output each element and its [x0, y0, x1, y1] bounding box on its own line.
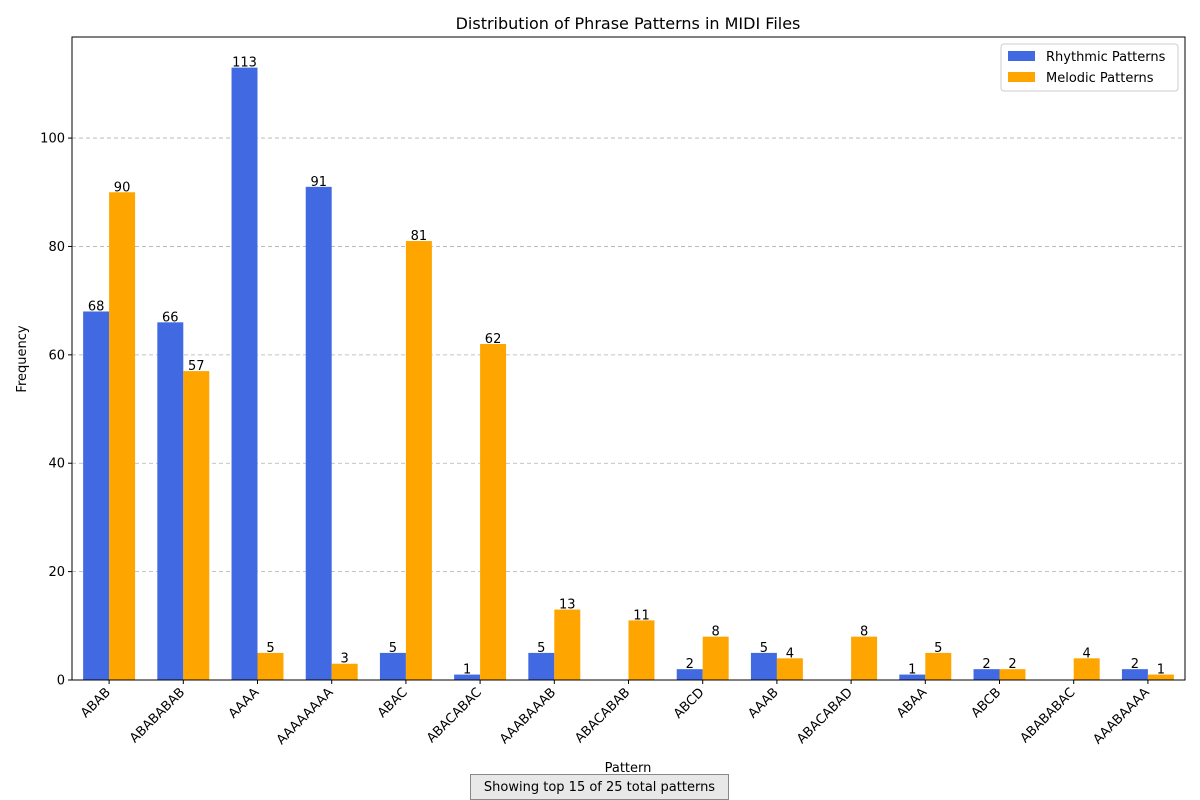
- bar-rhythmic: [973, 669, 1000, 680]
- x-tick-label: ABAA: [894, 685, 930, 721]
- data-label: 2: [982, 657, 990, 672]
- bar-melodic: [405, 241, 432, 680]
- x-axis: ABAB ABABABAB AAAA AAAAAAAA ABAC ABACABAC AAAB…: [78, 680, 1153, 748]
- bar-rhythmic: [750, 652, 777, 680]
- chart-title: Distribution of Phrase Patterns in MIDI …: [456, 14, 801, 33]
- legend-box: [1000, 43, 1179, 92]
- x-tick-label: AAABAAAA: [1091, 685, 1153, 747]
- x-axis-label: Pattern: [605, 761, 652, 776]
- bar-melodic: [628, 620, 655, 680]
- x-tick-label: ABABABAB: [127, 685, 188, 746]
- bar-melodic: [331, 663, 358, 680]
- bar-melodic: [480, 344, 507, 680]
- x-tick-label: AAAA: [226, 685, 263, 722]
- bar-rhythmic: [231, 67, 258, 681]
- y-axis: 0 20 40 60 80 100: [40, 132, 72, 689]
- data-label: 5: [537, 641, 545, 656]
- legend-label: Melodic Patterns: [1046, 71, 1154, 86]
- y-tick-label: 0: [57, 674, 65, 689]
- bar-melodic: [776, 658, 803, 680]
- y-axis-label: Frequency: [15, 325, 30, 392]
- data-label: 1: [1157, 663, 1165, 678]
- data-label: 13: [559, 598, 576, 613]
- bar-rhythmic: [305, 186, 332, 680]
- data-label: 91: [310, 175, 327, 190]
- bar-rhythmic: [1121, 669, 1148, 680]
- bar-melodic: [1073, 658, 1100, 680]
- x-tick-label: ABACABAD: [794, 685, 856, 747]
- bar-rhythmic: [83, 311, 110, 680]
- data-label: 8: [860, 625, 868, 640]
- legend: Rhythmic Patterns Melodic Patterns: [1000, 43, 1179, 92]
- bar-melodic: [257, 652, 284, 680]
- data-label: 11: [633, 608, 650, 623]
- x-tick-label: ABCB: [969, 685, 1005, 721]
- bar-melodic: [554, 609, 581, 680]
- data-label: 2: [1008, 657, 1016, 672]
- y-tick-label: 100: [40, 132, 65, 147]
- bar-rhythmic: [899, 674, 926, 680]
- data-label: 62: [485, 332, 502, 347]
- legend-swatch: [1008, 51, 1035, 61]
- data-label: 66: [162, 310, 179, 325]
- data-label: 3: [341, 652, 349, 667]
- bar-melodic: [1147, 674, 1174, 680]
- y-tick-label: 40: [48, 457, 65, 472]
- x-tick-label: AAAAAAAA: [274, 685, 337, 748]
- x-tick-label: ABABABAC: [1018, 685, 1079, 746]
- bar-melodic: [109, 192, 136, 681]
- legend-label: Rhythmic Patterns: [1046, 50, 1166, 65]
- data-label: 5: [934, 641, 942, 656]
- bar-melodic: [851, 636, 878, 680]
- bar-melodic: [925, 652, 952, 680]
- data-label: 113: [232, 56, 257, 71]
- data-label: 68: [88, 299, 105, 314]
- x-tick-label: ABCD: [671, 685, 708, 722]
- data-label: 57: [188, 359, 205, 374]
- x-tick-label: ABACABAC: [424, 685, 485, 746]
- x-tick-label: AAABAAAB: [497, 685, 559, 747]
- data-label: 90: [114, 180, 131, 195]
- bar-rhythmic: [676, 669, 703, 680]
- data-label: 5: [266, 641, 274, 656]
- x-tick-label: ABACABAB: [572, 685, 633, 746]
- bar-rhythmic: [379, 652, 406, 680]
- bar-rhythmic: [528, 652, 555, 680]
- data-label: 81: [411, 229, 428, 244]
- x-tick-label: ABAC: [375, 685, 411, 721]
- bar-rhythmic: [157, 322, 184, 680]
- bar-melodic: [999, 669, 1026, 680]
- data-label: 1: [463, 663, 471, 678]
- y-tick-label: 20: [48, 565, 65, 580]
- y-tick-label: 80: [48, 240, 65, 255]
- legend-swatch: [1008, 72, 1035, 82]
- data-label: 5: [389, 641, 397, 656]
- data-label: 2: [686, 657, 694, 672]
- bars: [83, 67, 1174, 681]
- pattern-count-note: Showing top 15 of 25 total patterns: [470, 774, 729, 800]
- bar-rhythmic: [454, 674, 481, 680]
- data-label: 4: [1083, 646, 1091, 661]
- x-tick-label: AAAB: [745, 685, 781, 721]
- bar-melodic: [702, 636, 729, 680]
- data-label: 8: [712, 625, 720, 640]
- data-label: 1: [908, 663, 916, 678]
- bar-melodic: [183, 371, 210, 680]
- y-tick-label: 60: [48, 348, 65, 363]
- data-label: 2: [1131, 657, 1139, 672]
- data-label: 5: [760, 641, 768, 656]
- data-label: 4: [786, 646, 794, 661]
- x-tick-label: ABAB: [78, 685, 114, 721]
